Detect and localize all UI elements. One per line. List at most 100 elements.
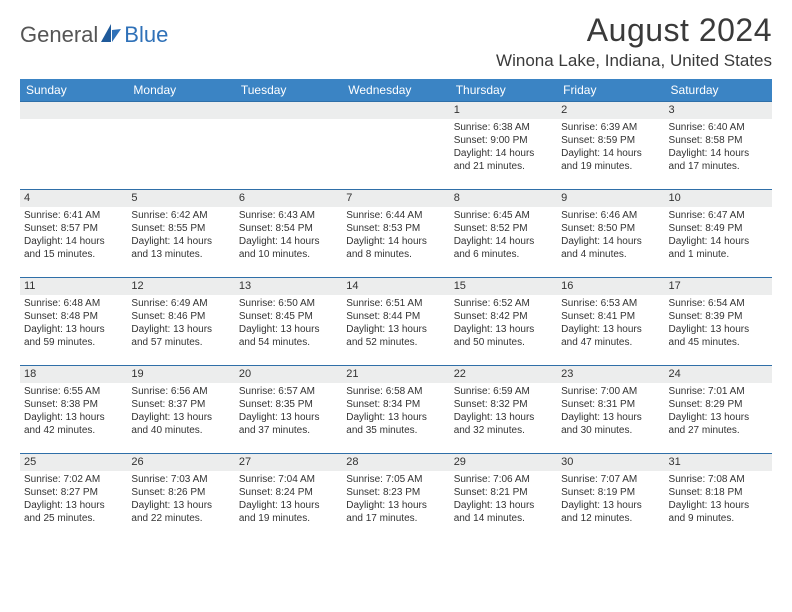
day-number: 12 xyxy=(127,277,234,295)
day-dl2: and 19 minutes. xyxy=(239,512,338,525)
calendar-table: Sunday Monday Tuesday Wednesday Thursday… xyxy=(20,79,772,541)
calendar-body: 1Sunrise: 6:38 AMSunset: 9:00 PMDaylight… xyxy=(20,101,772,541)
day-dl1: Daylight: 14 hours xyxy=(346,235,445,248)
day-cell: 8Sunrise: 6:45 AMSunset: 8:52 PMDaylight… xyxy=(450,189,557,277)
day-dl1: Daylight: 13 hours xyxy=(454,499,553,512)
day-dl1: Daylight: 13 hours xyxy=(131,323,230,336)
day-cell xyxy=(235,101,342,189)
day-dl1: Daylight: 13 hours xyxy=(131,411,230,424)
day-cell: 27Sunrise: 7:04 AMSunset: 8:24 PMDayligh… xyxy=(235,453,342,541)
day-ss: Sunset: 8:57 PM xyxy=(24,222,123,235)
day-details: Sunrise: 6:42 AMSunset: 8:55 PMDaylight:… xyxy=(127,207,234,265)
day-details: Sunrise: 6:55 AMSunset: 8:38 PMDaylight:… xyxy=(20,383,127,441)
day-details xyxy=(127,119,234,125)
location-label: Winona Lake, Indiana, United States xyxy=(496,51,772,71)
day-cell: 1Sunrise: 6:38 AMSunset: 9:00 PMDaylight… xyxy=(450,101,557,189)
day-sr: Sunrise: 7:06 AM xyxy=(454,473,553,486)
day-details: Sunrise: 7:02 AMSunset: 8:27 PMDaylight:… xyxy=(20,471,127,529)
day-details: Sunrise: 6:47 AMSunset: 8:49 PMDaylight:… xyxy=(665,207,772,265)
day-cell xyxy=(342,101,449,189)
day-cell: 10Sunrise: 6:47 AMSunset: 8:49 PMDayligh… xyxy=(665,189,772,277)
day-number: 5 xyxy=(127,189,234,207)
day-dl1: Daylight: 13 hours xyxy=(346,323,445,336)
day-number: 16 xyxy=(557,277,664,295)
day-dl1: Daylight: 13 hours xyxy=(669,499,768,512)
day-dl1: Daylight: 14 hours xyxy=(669,235,768,248)
day-dl1: Daylight: 13 hours xyxy=(24,411,123,424)
day-dl2: and 52 minutes. xyxy=(346,336,445,349)
calendar-page: General Blue August 2024 Winona Lake, In… xyxy=(0,0,792,553)
logo-text-blue: Blue xyxy=(124,22,168,48)
week-row: 11Sunrise: 6:48 AMSunset: 8:48 PMDayligh… xyxy=(20,277,772,365)
day-number xyxy=(235,101,342,119)
day-details: Sunrise: 6:41 AMSunset: 8:57 PMDaylight:… xyxy=(20,207,127,265)
day-sr: Sunrise: 6:51 AM xyxy=(346,297,445,310)
day-dl1: Daylight: 14 hours xyxy=(131,235,230,248)
day-number: 17 xyxy=(665,277,772,295)
day-number: 7 xyxy=(342,189,449,207)
day-cell: 22Sunrise: 6:59 AMSunset: 8:32 PMDayligh… xyxy=(450,365,557,453)
day-dl1: Daylight: 13 hours xyxy=(561,323,660,336)
day-ss: Sunset: 8:49 PM xyxy=(669,222,768,235)
day-ss: Sunset: 8:44 PM xyxy=(346,310,445,323)
weekday-header: Friday xyxy=(557,79,664,101)
day-number: 21 xyxy=(342,365,449,383)
day-sr: Sunrise: 6:50 AM xyxy=(239,297,338,310)
day-sr: Sunrise: 7:01 AM xyxy=(669,385,768,398)
day-dl1: Daylight: 13 hours xyxy=(561,411,660,424)
weekday-header: Monday xyxy=(127,79,234,101)
day-sr: Sunrise: 6:47 AM xyxy=(669,209,768,222)
day-dl2: and 17 minutes. xyxy=(669,160,768,173)
day-dl2: and 6 minutes. xyxy=(454,248,553,261)
day-ss: Sunset: 8:46 PM xyxy=(131,310,230,323)
day-cell xyxy=(127,101,234,189)
day-number: 19 xyxy=(127,365,234,383)
day-sr: Sunrise: 6:40 AM xyxy=(669,121,768,134)
week-row: 18Sunrise: 6:55 AMSunset: 8:38 PMDayligh… xyxy=(20,365,772,453)
day-sr: Sunrise: 6:56 AM xyxy=(131,385,230,398)
day-ss: Sunset: 8:50 PM xyxy=(561,222,660,235)
day-dl2: and 8 minutes. xyxy=(346,248,445,261)
day-number xyxy=(20,101,127,119)
day-number: 4 xyxy=(20,189,127,207)
day-number: 20 xyxy=(235,365,342,383)
day-cell: 14Sunrise: 6:51 AMSunset: 8:44 PMDayligh… xyxy=(342,277,449,365)
day-sr: Sunrise: 7:08 AM xyxy=(669,473,768,486)
day-ss: Sunset: 8:31 PM xyxy=(561,398,660,411)
day-details: Sunrise: 7:04 AMSunset: 8:24 PMDaylight:… xyxy=(235,471,342,529)
day-ss: Sunset: 8:23 PM xyxy=(346,486,445,499)
day-dl2: and 32 minutes. xyxy=(454,424,553,437)
day-cell: 16Sunrise: 6:53 AMSunset: 8:41 PMDayligh… xyxy=(557,277,664,365)
day-dl2: and 21 minutes. xyxy=(454,160,553,173)
day-details: Sunrise: 6:56 AMSunset: 8:37 PMDaylight:… xyxy=(127,383,234,441)
day-sr: Sunrise: 6:49 AM xyxy=(131,297,230,310)
day-number: 2 xyxy=(557,101,664,119)
day-sr: Sunrise: 6:43 AM xyxy=(239,209,338,222)
day-ss: Sunset: 8:54 PM xyxy=(239,222,338,235)
day-cell: 9Sunrise: 6:46 AMSunset: 8:50 PMDaylight… xyxy=(557,189,664,277)
day-ss: Sunset: 8:52 PM xyxy=(454,222,553,235)
day-dl2: and 45 minutes. xyxy=(669,336,768,349)
day-number: 27 xyxy=(235,453,342,471)
day-details: Sunrise: 6:54 AMSunset: 8:39 PMDaylight:… xyxy=(665,295,772,353)
day-number: 23 xyxy=(557,365,664,383)
day-dl2: and 19 minutes. xyxy=(561,160,660,173)
day-ss: Sunset: 8:24 PM xyxy=(239,486,338,499)
day-details: Sunrise: 7:01 AMSunset: 8:29 PMDaylight:… xyxy=(665,383,772,441)
day-dl2: and 59 minutes. xyxy=(24,336,123,349)
day-number: 3 xyxy=(665,101,772,119)
day-sr: Sunrise: 6:46 AM xyxy=(561,209,660,222)
day-cell: 24Sunrise: 7:01 AMSunset: 8:29 PMDayligh… xyxy=(665,365,772,453)
day-details: Sunrise: 6:52 AMSunset: 8:42 PMDaylight:… xyxy=(450,295,557,353)
day-dl2: and 30 minutes. xyxy=(561,424,660,437)
weekday-header: Wednesday xyxy=(342,79,449,101)
day-number: 31 xyxy=(665,453,772,471)
day-sr: Sunrise: 7:04 AM xyxy=(239,473,338,486)
day-number: 13 xyxy=(235,277,342,295)
day-ss: Sunset: 8:48 PM xyxy=(24,310,123,323)
day-details: Sunrise: 7:07 AMSunset: 8:19 PMDaylight:… xyxy=(557,471,664,529)
day-sr: Sunrise: 6:55 AM xyxy=(24,385,123,398)
day-sr: Sunrise: 6:58 AM xyxy=(346,385,445,398)
weekday-header: Sunday xyxy=(20,79,127,101)
day-details xyxy=(20,119,127,125)
